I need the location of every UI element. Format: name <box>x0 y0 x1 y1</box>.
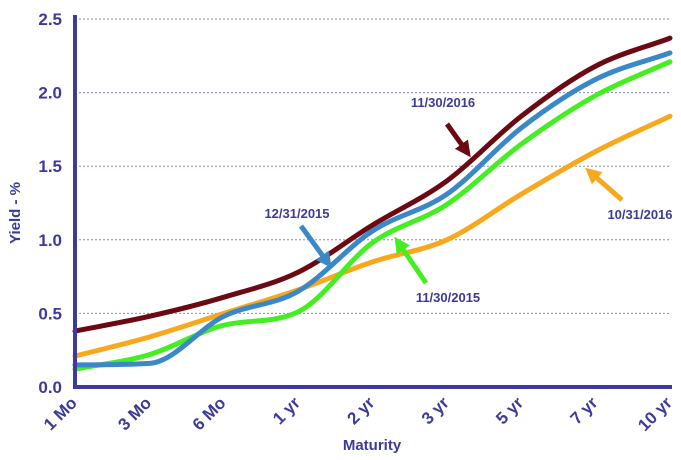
y-tick-label: 2.0 <box>38 84 62 103</box>
axes <box>73 15 672 389</box>
annotation-arrow-11-30-2015 <box>394 236 429 285</box>
x-tick-label: 1 yr <box>269 393 304 428</box>
y-tick-label: 0.5 <box>38 304 62 323</box>
x-tick-label: 6 Mo <box>189 393 230 434</box>
series-line-11-30-2015 <box>72 59 673 372</box>
y-tick-label: 1.0 <box>38 231 62 250</box>
x-tick-label: 10 yr <box>634 393 676 435</box>
x-tick-label: 5 yr <box>492 393 527 428</box>
x-tick-label: 3 yr <box>418 393 453 428</box>
x-tick-label: 3 Mo <box>114 393 155 434</box>
series-line-10-31-2016 <box>72 113 673 359</box>
x-tick-label: 7 yr <box>567 393 602 428</box>
annotations: 11/30/2016 12/31/2015 11/30/2015 10/31/2016 <box>264 95 672 305</box>
annotation-label-11-30-2015: 11/30/2015 <box>416 290 480 305</box>
y-tick-label: 0.0 <box>38 378 62 397</box>
series-line-12-31-2015 <box>72 50 673 368</box>
annotation-arrow-10-31-2016 <box>585 167 624 202</box>
series-lines <box>72 35 673 372</box>
y-axis-title: Yield - % <box>7 182 24 244</box>
annotation-label-11-30-2016: 11/30/2016 <box>411 95 475 110</box>
y-tick-label: 2.5 <box>38 10 62 29</box>
gridlines <box>75 18 670 314</box>
x-tick-label: 1 Mo <box>40 393 81 434</box>
annotation-arrow-12-31-2015 <box>298 224 332 269</box>
y-tick-labels: 0.0 0.5 1.0 1.5 2.0 2.5 <box>38 10 62 397</box>
annotation-label-12-31-2015: 12/31/2015 <box>264 206 329 221</box>
x-tick-labels: 1 Mo 3 Mo 6 Mo 1 yr 2 yr 3 yr 5 yr 7 yr 10 yr <box>40 393 676 435</box>
y-tick-label: 1.5 <box>38 157 62 176</box>
series-line-11-30-2016 <box>72 35 673 334</box>
x-tick-label: 2 yr <box>344 393 379 428</box>
x-axis-title: Maturity <box>343 437 402 454</box>
annotation-arrow-11-30-2016 <box>444 122 471 158</box>
annotation-label-10-31-2016: 10/31/2016 <box>607 207 672 222</box>
